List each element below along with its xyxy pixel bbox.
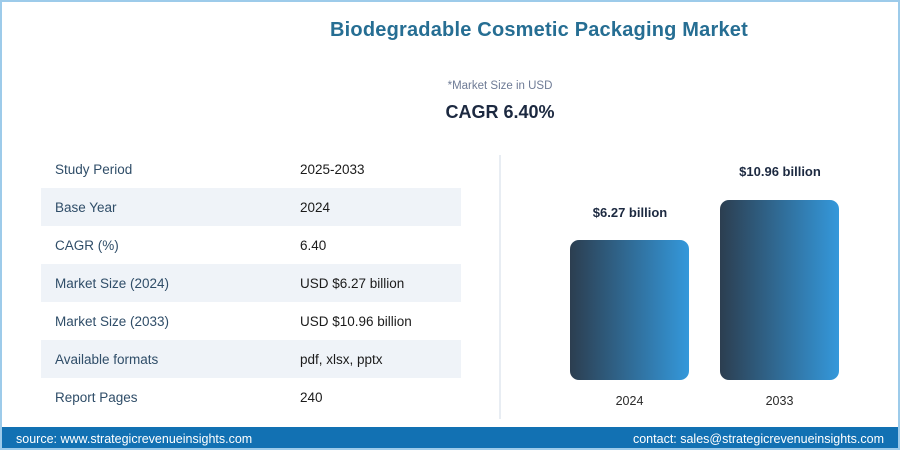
footer-source: source: www.strategicrevenueinsights.com — [16, 431, 253, 446]
page-title: Biodegradable Cosmetic Packaging Market — [330, 19, 748, 41]
cagr-value: CAGR 6.40% — [445, 102, 555, 122]
row-value: pdf, xlsx, pptx — [300, 351, 383, 367]
table-row: CAGR (%) 6.40 — [41, 226, 461, 264]
row-label: CAGR (%) — [55, 237, 119, 253]
row-label: Market Size (2033) — [55, 313, 170, 329]
table-row: Study Period 2025-2033 — [41, 150, 461, 188]
table-row: Market Size (2033) USD $10.96 billion — [41, 302, 461, 340]
footer-bar: source: www.strategicrevenueinsights.com… — [2, 427, 898, 448]
table-row: Market Size (2024) USD $6.27 billion — [41, 264, 461, 302]
row-value: 2025-2033 — [300, 161, 365, 177]
market-size-note: *Market Size in USD — [447, 80, 553, 92]
row-value: USD $6.27 billion — [300, 275, 405, 291]
bar-value-label: $10.96 billion — [739, 164, 821, 179]
row-label: Report Pages — [55, 389, 138, 405]
bar-value-label: $6.27 billion — [592, 205, 668, 220]
table-row: Available formats pdf, xlsx, pptx — [41, 340, 461, 378]
row-value: 6.40 — [300, 237, 327, 253]
footer-contact: contact: sales@strategicrevenueinsights.… — [632, 431, 884, 446]
row-label: Market Size (2024) — [55, 275, 170, 291]
row-value: 2024 — [300, 199, 331, 215]
section-divider — [499, 155, 501, 419]
row-label: Base Year — [55, 199, 117, 215]
row-label: Study Period — [55, 161, 133, 177]
row-value: 240 — [300, 389, 323, 405]
row-value: USD $10.96 billion — [300, 313, 412, 329]
bar-year-label: 2024 — [615, 394, 644, 408]
table-row: Base Year 2024 — [41, 188, 461, 226]
bar-2024 — [570, 240, 689, 380]
report-summary-table: Study Period 2025-2033 Base Year 2024 CA… — [41, 150, 461, 416]
row-label: Available formats — [55, 351, 159, 367]
bar-2033 — [720, 200, 839, 380]
table-row: Report Pages 240 — [41, 378, 461, 416]
bar-year-label: 2033 — [765, 394, 794, 408]
